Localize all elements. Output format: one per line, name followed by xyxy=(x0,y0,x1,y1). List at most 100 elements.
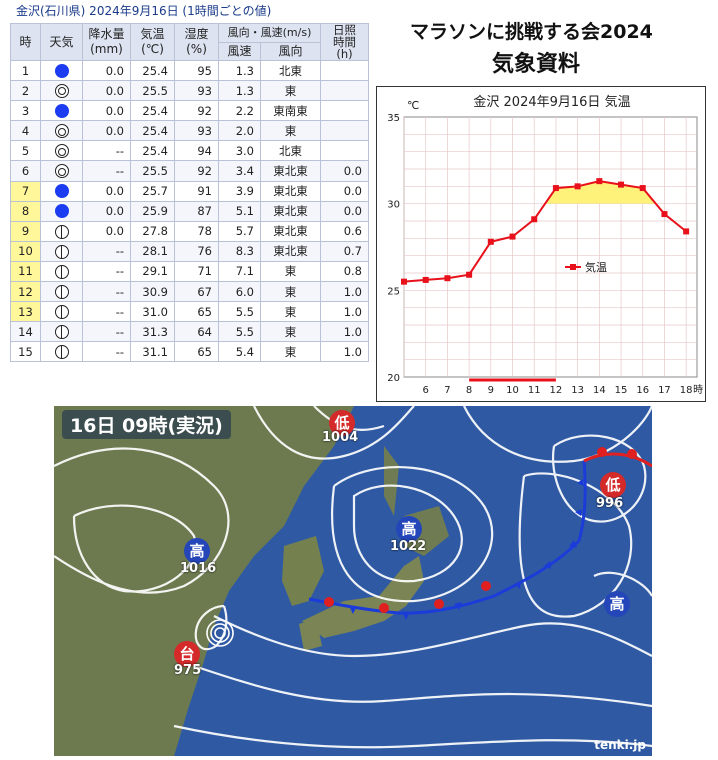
humidity-cell: 67 xyxy=(174,281,219,303)
wind-dir-cell: 東 xyxy=(260,281,321,303)
sunshine-cell xyxy=(320,100,369,122)
y-tick-label: 35 xyxy=(387,113,400,124)
wind-dir-cell: 東北東 xyxy=(260,180,321,202)
precip-cell: -- xyxy=(82,140,131,162)
weather-map-graphic xyxy=(54,406,652,756)
hour-cell: 4 xyxy=(10,120,41,142)
humidity-cell: 93 xyxy=(174,120,219,142)
wind-speed-cell: 5.4 xyxy=(218,341,261,363)
weather-cell xyxy=(40,140,83,162)
table-row: 5 -- 25.4 94 3.0 北東 xyxy=(10,140,369,162)
cold-front xyxy=(577,460,587,542)
wind-dir-cell: 東 xyxy=(260,120,321,142)
weather-cell xyxy=(40,260,83,283)
sunshine-cell xyxy=(320,120,369,142)
precip-cell: 0.0 xyxy=(82,120,131,142)
temperature-point xyxy=(466,271,473,278)
temperature-point xyxy=(574,183,581,190)
header-precip: 降水量 (mm) xyxy=(82,23,131,61)
cloudy-weather-icon xyxy=(54,284,69,299)
humidity-cell: 87 xyxy=(174,200,219,222)
temp-cell: 25.7 xyxy=(130,180,175,202)
temp-cell: 25.5 xyxy=(130,160,175,182)
temperature-chart: 金沢 2024年9月16日 気温 ℃ 20 25 30 35 6 7 8 9 10 11 12 13 14 1… xyxy=(376,86,706,402)
humidity-cell: 76 xyxy=(174,240,219,262)
sunshine-cell: 1.0 xyxy=(320,321,369,343)
humidity-cell: 92 xyxy=(174,100,219,122)
chart-title: 金沢 2024年9月16日 気温 xyxy=(473,94,630,110)
weather-cell xyxy=(40,220,83,242)
x-tick-label: 16 xyxy=(636,385,649,396)
front-cold-marks xyxy=(349,479,584,620)
x-tick-label: 15 xyxy=(615,385,628,396)
humidity-cell: 95 xyxy=(174,59,219,82)
wind-speed-cell: 2.2 xyxy=(218,100,261,122)
wind-dir-cell: 北東 xyxy=(260,59,321,82)
typhoon-swirl xyxy=(206,619,234,647)
wind-speed-cell: 3.9 xyxy=(218,180,261,202)
precip-cell: -- xyxy=(82,260,131,283)
temperature-point xyxy=(552,185,559,192)
stationary-front xyxy=(308,539,581,615)
wind-dir-cell: 東 xyxy=(260,301,321,323)
hour-cell: 12 xyxy=(10,281,41,303)
wind-speed-cell: 1.3 xyxy=(218,59,261,82)
header-wind: 風向・風速(m/s) xyxy=(218,23,321,43)
precip-cell: 0.0 xyxy=(82,200,131,222)
hour-cell: 10 xyxy=(10,240,41,262)
cloudy-weather-icon xyxy=(54,264,69,279)
hour-cell: 15 xyxy=(10,341,41,363)
y-tick-label: 25 xyxy=(387,286,400,297)
continent-land xyxy=(54,406,354,756)
sunshine-cell xyxy=(320,59,369,82)
header-wind-speed: 風速 xyxy=(218,41,261,61)
map-title: 16日 09時(実況) xyxy=(62,410,231,439)
table-row: 1 0.0 25.4 95 1.3 北東 xyxy=(10,59,369,82)
precip-cell: 0.0 xyxy=(82,59,131,82)
sunshine-cell: 0.0 xyxy=(320,180,369,202)
weather-cell xyxy=(40,341,83,363)
sunny-weather-icon xyxy=(54,103,69,118)
high-pressure-badge: 高 xyxy=(184,538,210,564)
sunshine-cell: 1.0 xyxy=(320,341,369,363)
clear-weather-icon xyxy=(54,144,69,159)
table-row: 13 -- 31.0 65 5.5 東 1.0 xyxy=(10,301,369,323)
hour-cell: 11 xyxy=(10,260,41,283)
hourly-weather-table: 時 天気 降水量 (mm) 気温 (℃) 湿度 (%) 風向・風速(m/s) 日照 時間… xyxy=(10,23,369,363)
wind-speed-cell: 5.5 xyxy=(218,301,261,323)
precip-cell: -- xyxy=(82,301,131,323)
temp-cell: 30.9 xyxy=(130,281,175,303)
header-weather: 天気 xyxy=(40,23,83,61)
high-pressure-value: 1016 xyxy=(180,561,217,576)
weather-cell xyxy=(40,80,83,102)
header-humidity: 湿度 (%) xyxy=(174,23,219,61)
weather-cell xyxy=(40,200,83,222)
temperature-point xyxy=(618,181,625,188)
hour-cell: 7 xyxy=(10,180,41,202)
hour-cell: 9 xyxy=(10,220,41,242)
y-tick-label: 30 xyxy=(387,200,400,211)
x-tick-label: 18 xyxy=(680,385,693,396)
warm-front xyxy=(583,452,652,468)
isobars xyxy=(54,406,652,749)
humidity-cell: 94 xyxy=(174,140,219,162)
x-tick-label: 6 xyxy=(423,385,429,396)
table-row: 11 -- 29.1 71 7.1 東 0.8 xyxy=(10,260,369,283)
precip-cell: -- xyxy=(82,160,131,182)
humidity-cell: 93 xyxy=(174,80,219,102)
cloudy-weather-icon xyxy=(54,244,69,259)
temp-cell: 25.4 xyxy=(130,59,175,82)
hour-cell: 14 xyxy=(10,321,41,343)
wind-speed-cell: 3.4 xyxy=(218,160,261,182)
cloudy-weather-icon xyxy=(54,224,69,239)
table-row: 7 0.0 25.7 91 3.9 東北東 0.0 xyxy=(10,180,369,202)
low-pressure-badge: 低 xyxy=(329,410,355,436)
x-tick-label: 10 xyxy=(506,385,519,396)
precip-cell: -- xyxy=(82,240,131,262)
wind-speed-cell: 3.0 xyxy=(218,140,261,162)
temp-cell: 25.4 xyxy=(130,140,175,162)
sunshine-cell: 0.6 xyxy=(320,220,369,242)
temperature-point xyxy=(401,278,407,285)
sunshine-cell xyxy=(320,80,369,102)
wind-speed-cell: 6.0 xyxy=(218,281,261,303)
